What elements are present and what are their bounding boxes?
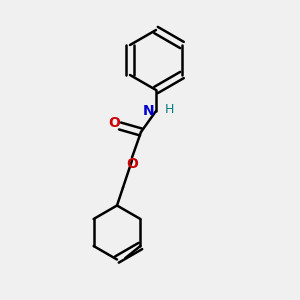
Text: H: H: [165, 103, 174, 116]
Text: O: O: [108, 116, 120, 130]
Text: O: O: [126, 157, 138, 170]
Text: N: N: [143, 104, 154, 118]
